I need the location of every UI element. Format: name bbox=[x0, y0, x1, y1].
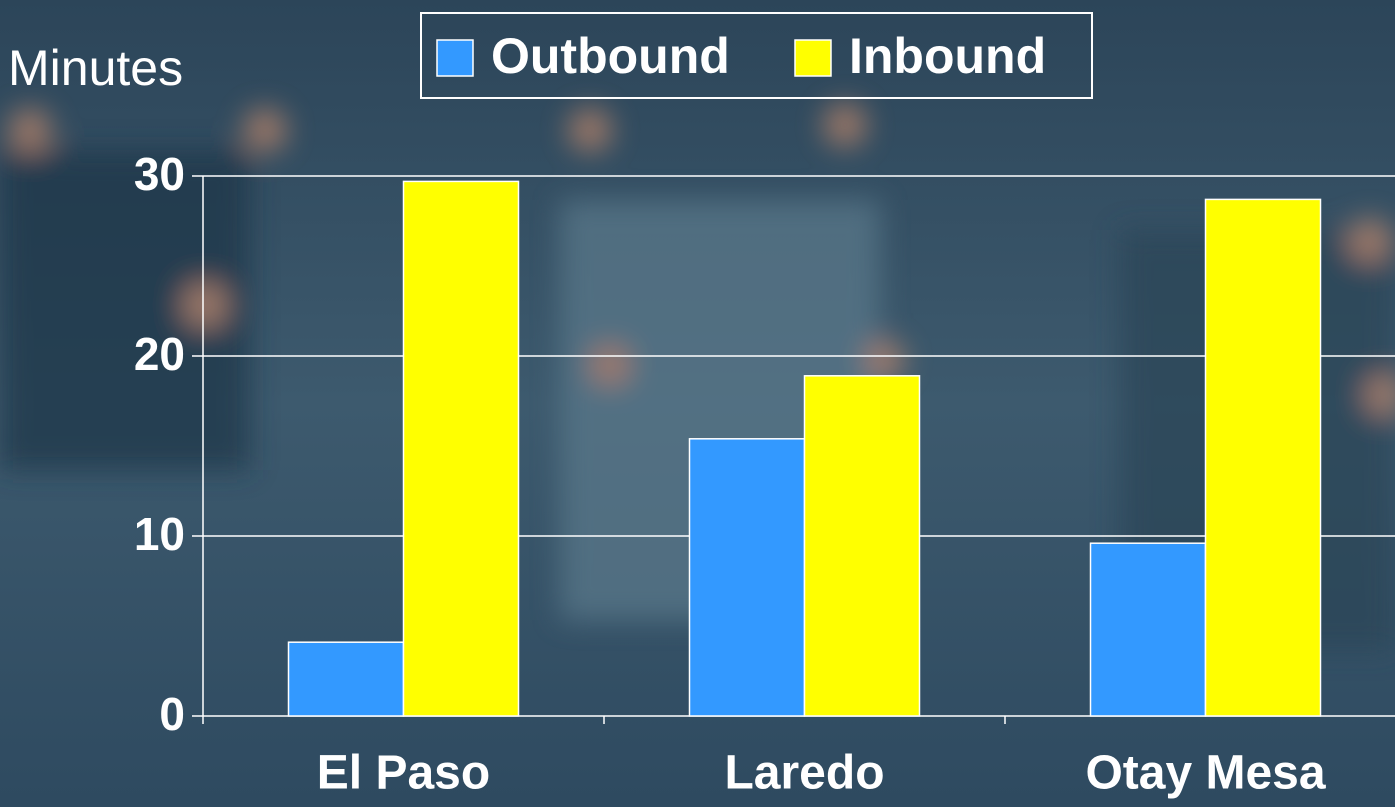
y-tick-label: 0 bbox=[159, 688, 185, 740]
legend-label: Inbound bbox=[849, 28, 1046, 84]
x-tick-label: Laredo bbox=[724, 747, 884, 800]
y-tick-label: 30 bbox=[134, 148, 185, 200]
x-tick-label: El Paso bbox=[317, 747, 490, 800]
legend-label: Outbound bbox=[491, 28, 730, 84]
bar bbox=[287, 641, 405, 717]
legend-swatch bbox=[794, 39, 832, 77]
bar bbox=[1089, 542, 1207, 717]
bar bbox=[803, 375, 921, 717]
legend-swatch bbox=[436, 39, 474, 77]
x-tick-label: Otay Mesa bbox=[1085, 747, 1325, 800]
y-tick-label: 10 bbox=[134, 508, 185, 560]
bar bbox=[1204, 198, 1322, 717]
y-tick-label: 20 bbox=[134, 328, 185, 380]
legend-frame bbox=[420, 12, 1093, 99]
bar bbox=[688, 438, 806, 717]
y-axis-label: Minutes bbox=[8, 40, 183, 96]
bar bbox=[402, 180, 520, 717]
